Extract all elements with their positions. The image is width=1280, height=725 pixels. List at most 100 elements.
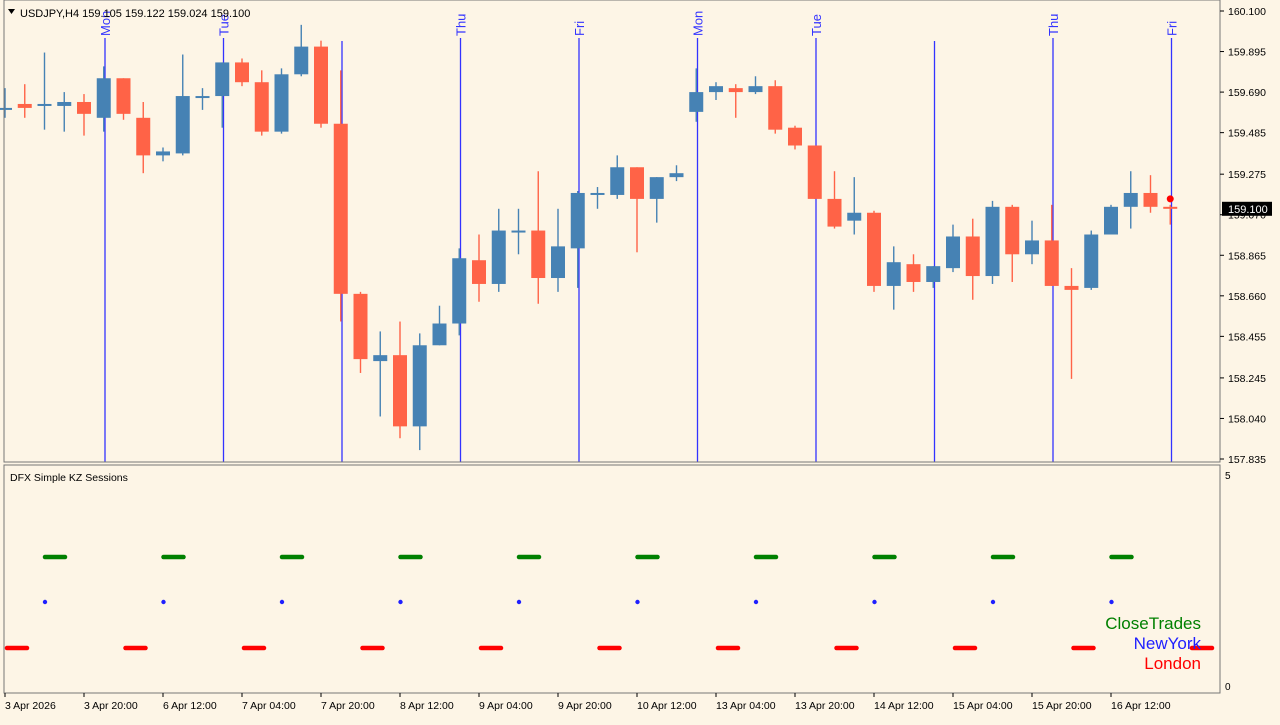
candle-body[interactable] [728,88,743,93]
indicator-pane-border [3,464,1221,694]
current-price-dot [1166,195,1174,203]
price-tick-label: 159.275 [1228,169,1266,181]
legend-new-york: NewYork [1134,634,1202,653]
candle-body[interactable] [1104,206,1118,235]
legend-close-trades: CloseTrades [1105,614,1201,633]
price-tick-label: 158.865 [1228,250,1266,262]
candle-body[interactable] [1064,285,1079,290]
candle-body[interactable] [788,127,802,146]
candle-body[interactable] [610,167,625,195]
candle-body[interactable] [314,46,328,124]
candle-body[interactable] [847,212,862,221]
indicator-scale-top: 5 [1225,471,1231,482]
new-york-marker [990,599,996,605]
main-pane-border [3,0,1221,463]
triangle-down-icon[interactable] [8,9,15,14]
candle-body[interactable] [649,177,664,199]
candle-body[interactable] [1044,240,1059,286]
candle-body[interactable] [669,173,684,178]
candle-body[interactable] [511,230,526,233]
candle-body[interactable] [57,101,72,106]
candle-body[interactable] [235,62,249,83]
new-york-marker [753,599,759,605]
candle-body[interactable] [590,192,605,195]
candle-body[interactable] [768,86,783,130]
candle-body[interactable] [709,86,723,93]
candle-body[interactable] [965,236,980,277]
candle-body[interactable] [551,246,565,279]
candle-body[interactable] [432,323,447,346]
candle-body[interactable] [195,96,210,99]
candle-body[interactable] [1084,234,1099,288]
candle-body[interactable] [452,258,467,324]
new-york-marker [42,599,48,605]
candle-body[interactable] [807,145,822,199]
candle-body[interactable] [1025,240,1039,255]
candle-body[interactable] [827,198,842,227]
time-tick-label: 13 Apr 04:00 [716,700,776,712]
candle-body[interactable] [96,78,111,118]
candle-body[interactable] [156,151,170,156]
price-tick-label: 158.660 [1228,291,1266,303]
time-tick-label: 9 Apr 20:00 [558,700,612,712]
time-tick-label: 7 Apr 04:00 [242,700,296,712]
candle-body[interactable] [373,355,388,362]
candle-body[interactable] [274,74,289,132]
day-label: Thu [454,14,469,36]
candle-body[interactable] [1163,206,1178,209]
day-label: Mon [691,11,706,36]
candle-body[interactable] [1005,206,1020,255]
time-axis[interactable]: 3 Apr 2026 3 Apr 20:00 6 Apr 12:00 7 Apr 04… [4,693,1171,712]
candle-body[interactable] [630,167,644,199]
price-tick-label: 159.895 [1228,47,1266,59]
candle-body[interactable] [531,230,546,279]
candle-body[interactable] [254,82,269,132]
candle-body[interactable] [570,192,585,249]
time-tick-label: 6 Apr 12:00 [163,700,217,712]
candle-body[interactable] [136,117,151,156]
day-label: Fri [572,21,587,36]
candle-body[interactable] [1143,192,1158,207]
symbol-header: USDJPY,H4 159.105 159.122 159.024 159.10… [8,8,250,20]
candle-body[interactable] [215,62,230,97]
candle-body[interactable] [412,345,427,427]
candle-body[interactable] [748,86,763,93]
candle-body[interactable] [116,78,131,114]
candle-body[interactable] [333,123,348,294]
indicator-title: DFX Simple KZ Sessions [10,472,128,484]
day-label: Tue [809,14,824,36]
candle-body[interactable] [37,103,52,106]
price-tick-label: 158.040 [1228,413,1266,425]
candle-body[interactable] [393,355,407,427]
price-tick-label: 157.835 [1228,454,1266,466]
candle-body[interactable] [689,92,704,112]
candle-body[interactable] [491,230,506,284]
time-tick-label: 3 Apr 2026 [5,700,56,712]
candle-body[interactable] [77,101,91,114]
candle-body[interactable] [926,266,941,282]
new-york-marker [1109,599,1114,605]
candle-body[interactable] [985,206,1000,277]
candle-body[interactable] [17,103,32,108]
candle-body[interactable] [906,264,921,282]
time-tick-label: 14 Apr 12:00 [874,700,934,712]
candle-body[interactable] [867,212,881,286]
candles[interactable] [0,24,1178,451]
candle-body[interactable] [353,293,368,360]
candle-body[interactable] [1123,192,1138,207]
day-label: Tue [217,14,232,36]
time-tick-label: 3 Apr 20:00 [84,700,138,712]
session-markers [4,554,1215,651]
candle-body[interactable] [472,260,486,284]
new-york-marker [516,599,522,605]
candle-body[interactable] [946,236,960,269]
candle-body[interactable] [0,107,12,110]
candle-body[interactable] [886,262,901,286]
candle-body[interactable] [294,46,309,75]
candle-body[interactable] [175,96,190,154]
price-tick-label: 159.690 [1228,87,1266,99]
day-label: Thu [1046,14,1061,36]
